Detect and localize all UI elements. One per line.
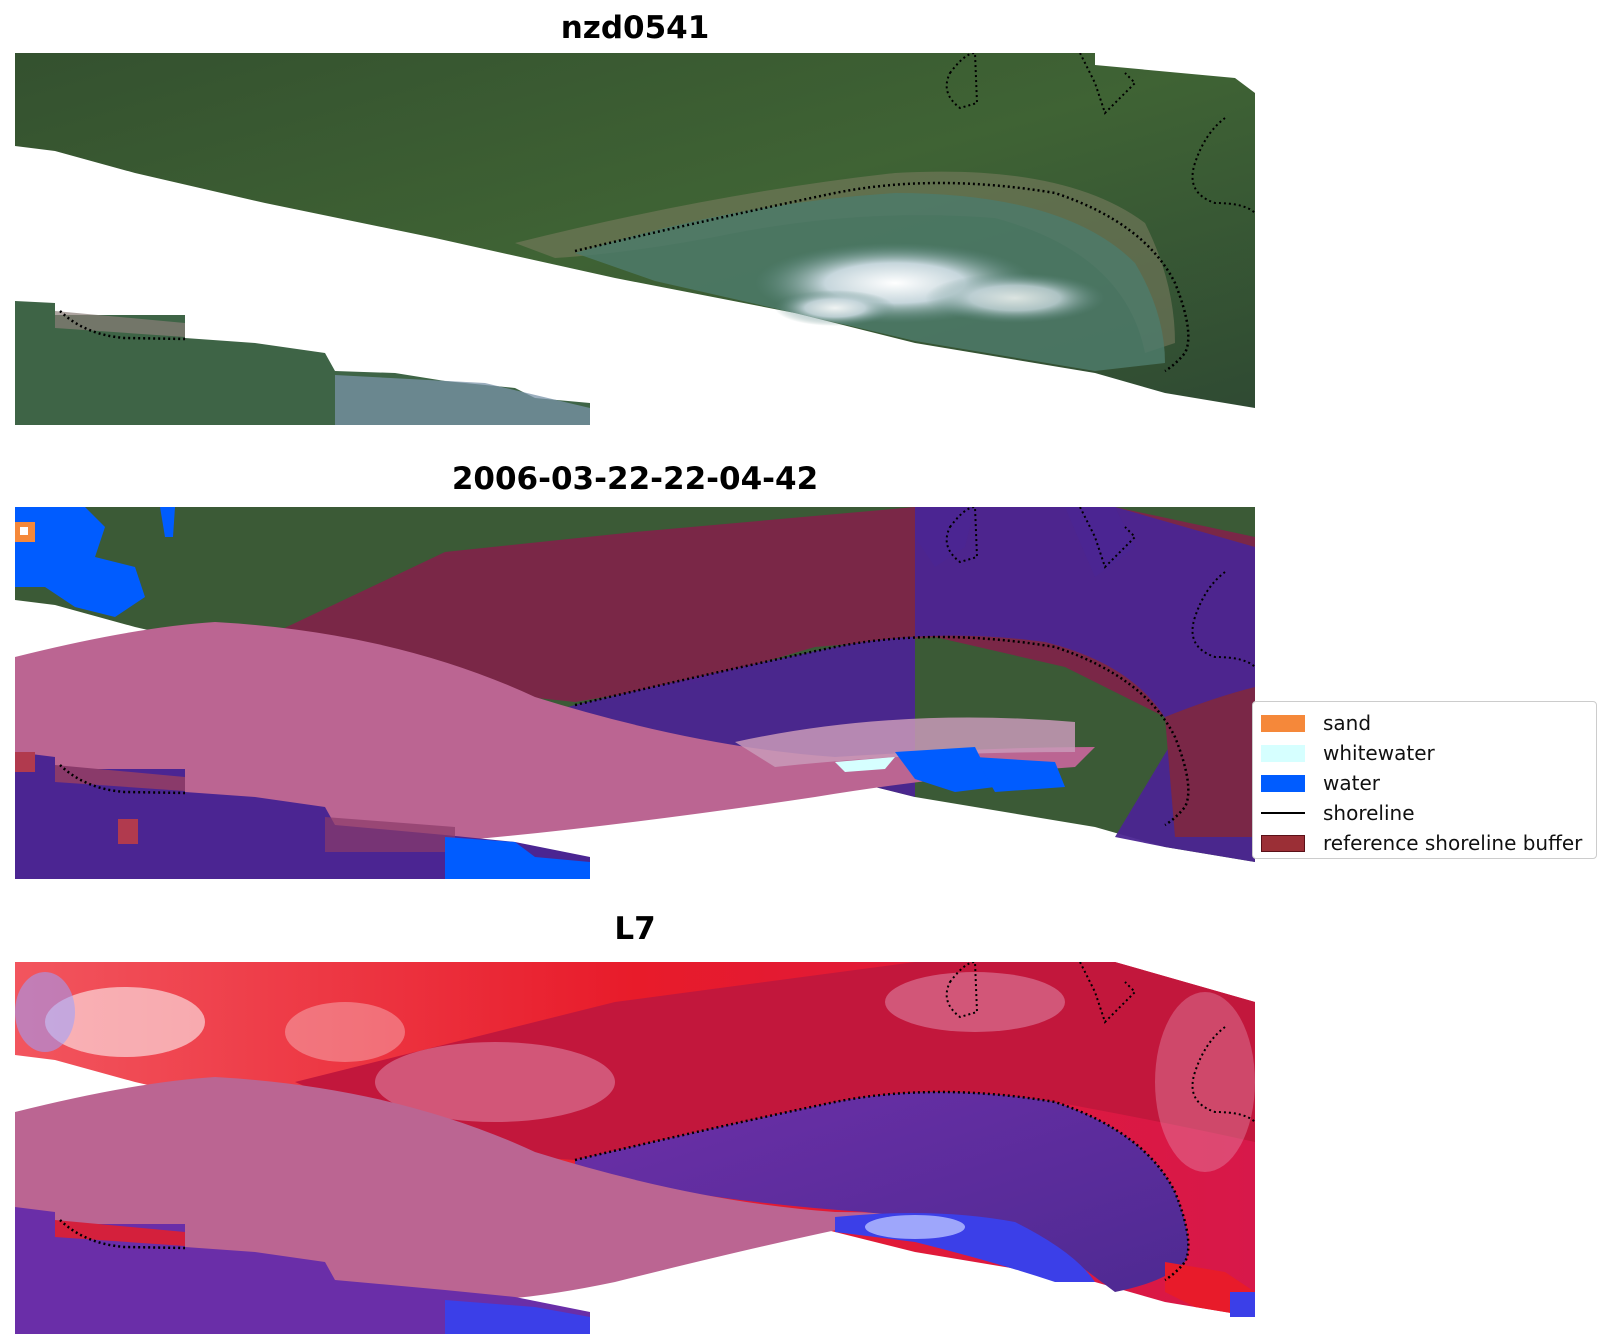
legend-item-sand: sand	[1261, 708, 1588, 738]
panel-title-rgb: nzd0541	[560, 10, 710, 46]
legend-label-water: water	[1323, 771, 1380, 795]
legend-item-water: water	[1261, 768, 1588, 798]
rgb-satellite-image	[15, 53, 1255, 425]
legend-label-whitewater: whitewater	[1323, 741, 1435, 765]
classified-image	[15, 507, 1255, 879]
water-swatch	[1261, 774, 1305, 792]
legend-label-shoreline: shoreline	[1323, 801, 1415, 825]
sand-swatch	[1261, 714, 1305, 732]
legend: sand whitewater water shoreline referenc…	[1252, 701, 1597, 859]
legend-item-shoreline: shoreline	[1261, 798, 1588, 828]
legend-item-buffer: reference shoreline buffer	[1261, 828, 1588, 858]
rgb-image-panel	[15, 53, 1255, 425]
index-image	[15, 962, 1255, 1334]
shoreline-line-swatch	[1261, 812, 1305, 814]
legend-item-whitewater: whitewater	[1261, 738, 1588, 768]
panel-title-index: L7	[614, 911, 656, 947]
legend-label-sand: sand	[1323, 711, 1372, 735]
classified-image-panel	[15, 507, 1255, 879]
whitewater-swatch	[1261, 744, 1305, 762]
buffer-swatch	[1261, 834, 1305, 852]
index-image-panel	[15, 962, 1255, 1334]
legend-label-buffer: reference shoreline buffer	[1323, 831, 1583, 855]
panel-title-classified: 2006-03-22-22-04-42	[451, 461, 819, 497]
